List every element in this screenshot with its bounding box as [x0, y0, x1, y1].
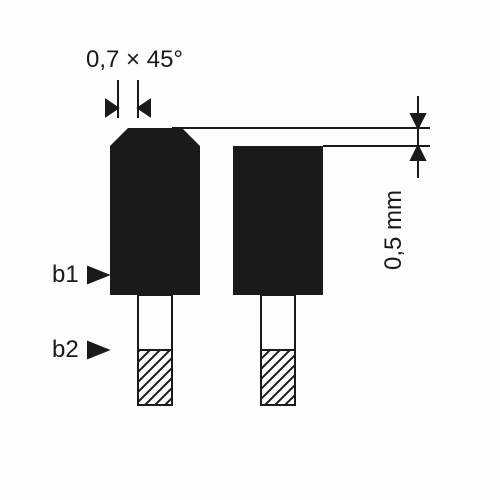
arrow-b2 [88, 342, 108, 358]
part-left [110, 128, 200, 405]
technical-drawing [0, 0, 500, 500]
dim-chamfer [106, 80, 150, 118]
label-b2: b2 [52, 336, 79, 364]
arrow-b1 [88, 267, 108, 283]
label-b1: b1 [52, 261, 79, 289]
label-step: 0,5 mm [380, 190, 408, 270]
label-chamfer: 0,7 × 45° [86, 46, 183, 74]
part-right [233, 146, 323, 405]
